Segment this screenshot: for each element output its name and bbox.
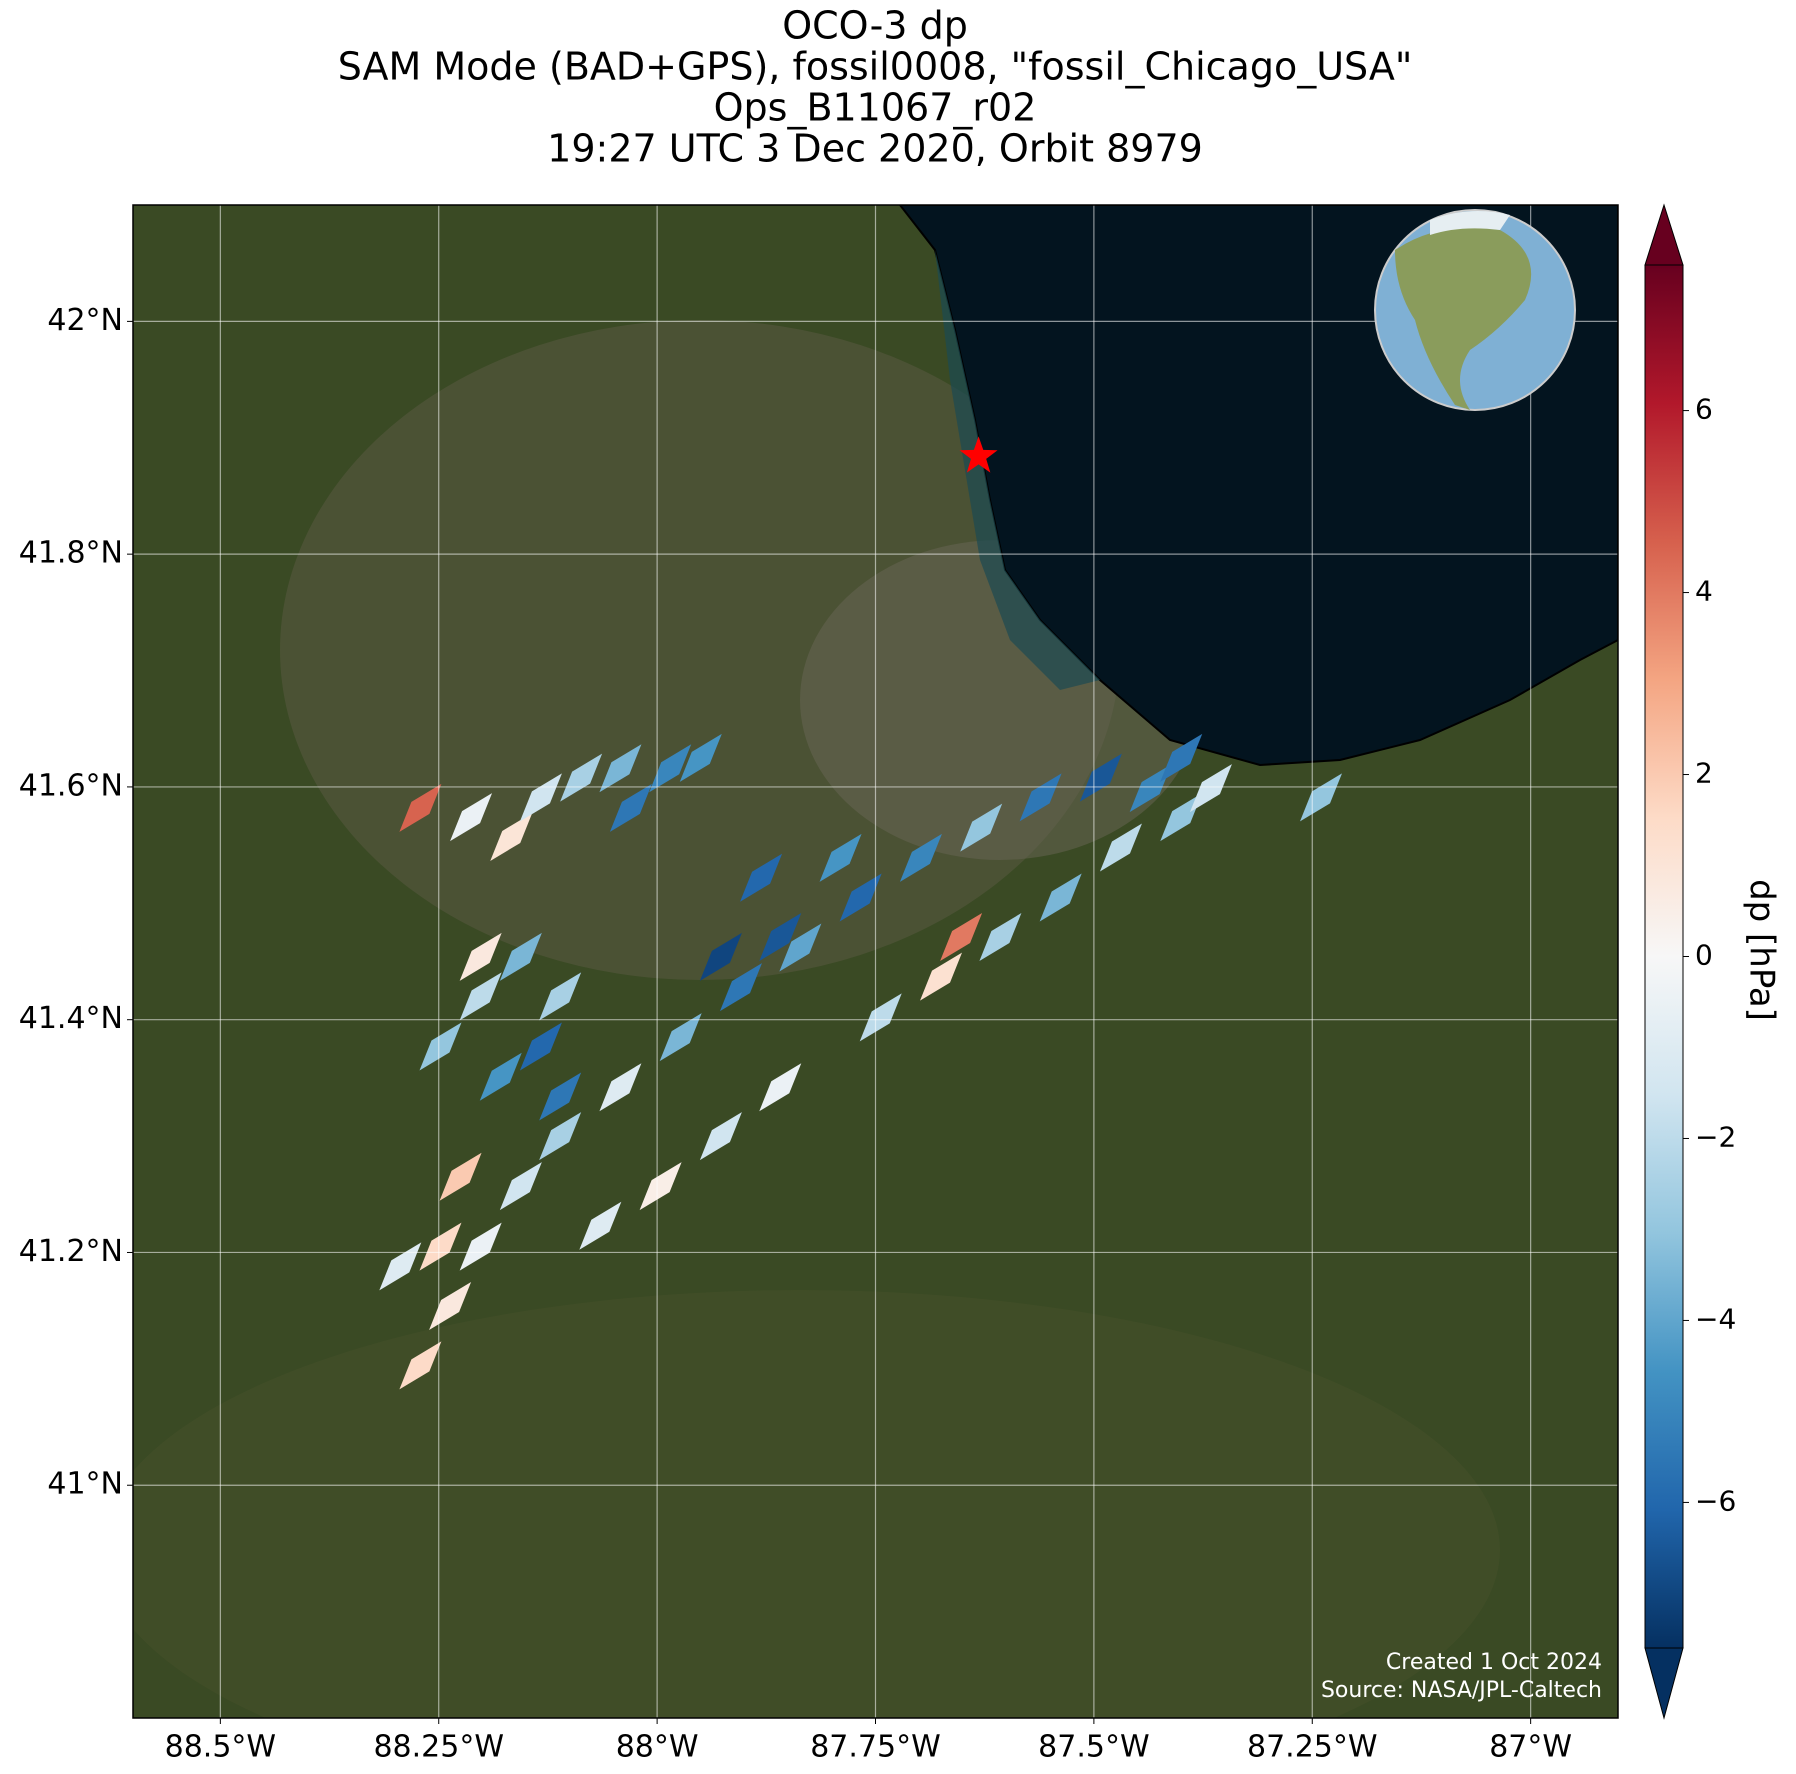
sounding: [419, 1222, 462, 1271]
sounding: [399, 783, 442, 832]
sounding: [439, 1152, 482, 1201]
y-tick-label: 41.6°N: [19, 768, 123, 803]
sounding: [1189, 764, 1232, 813]
y-tick-label: 41.4°N: [19, 1001, 123, 1036]
colorbar-tick-label: 0: [1695, 939, 1713, 972]
sounding: [499, 932, 542, 981]
title-line: SAM Mode (BAD+GPS), fossil0008, "fossil_…: [338, 45, 1413, 89]
y-tick-label: 41°N: [47, 1467, 123, 1502]
sounding: [539, 972, 582, 1021]
globe-ice: [1430, 211, 1510, 235]
sounding: [490, 812, 533, 861]
colorbar-extend: [1644, 203, 1684, 266]
sounding: [719, 963, 762, 1012]
colorbar-tick-label: 6: [1695, 393, 1713, 426]
sounding: [1129, 764, 1172, 813]
sounding: [839, 873, 882, 922]
sounding: [740, 853, 783, 902]
sounding: [519, 1022, 562, 1071]
title-line: OCO-3 dp: [782, 4, 968, 48]
sounding: [1099, 823, 1142, 872]
farmland: [133, 1290, 1500, 1718]
sounding: [379, 1242, 422, 1291]
sounding: [920, 952, 963, 1001]
sounding: [459, 1222, 502, 1271]
sounding: [579, 1201, 622, 1250]
x-tick-label: 88.25°W: [373, 1730, 504, 1765]
x-tick-label: 87°W: [1489, 1730, 1572, 1765]
sounding: [699, 932, 742, 981]
colorbar-tick-label: −2: [1695, 1120, 1736, 1153]
y-tick-label: 42°N: [47, 303, 123, 338]
credit: Created 1 Oct 2024: [1386, 1650, 1602, 1675]
sounding: [399, 1341, 442, 1390]
sounding: [599, 744, 642, 793]
sounding: [759, 1063, 802, 1112]
sounding: [960, 803, 1003, 852]
colorbar-tick-label: −6: [1695, 1484, 1736, 1517]
axes: 88.5°W 88.25°W 88°W 87.75°W 87.5°W 87.25°W 87°…: [19, 303, 1572, 1765]
sounding: [779, 923, 822, 972]
sounding: [859, 993, 902, 1042]
colorbar-label: dp [hPa]: [1742, 879, 1782, 1021]
x-tick-label: 87.5°W: [1038, 1730, 1149, 1765]
sounding: [649, 744, 692, 793]
sounding: [699, 1112, 742, 1161]
sounding: [819, 833, 862, 882]
sounding: [459, 972, 502, 1021]
sounding: [979, 913, 1022, 962]
colorbar: −6 −4 −2 0 2 4 6: [1644, 203, 1736, 1720]
sounding: [429, 1281, 472, 1330]
sounding: [1160, 733, 1203, 782]
colorbar-body: [1644, 264, 1684, 1649]
target-star: [959, 436, 998, 473]
colorbar-tick-label: 4: [1695, 575, 1713, 608]
sounding: [759, 913, 802, 962]
sounding: [450, 793, 493, 842]
colorbar-tick-label: 2: [1695, 757, 1713, 790]
globe-inset: [1374, 209, 1576, 411]
x-tick-label: 87.25°W: [1247, 1730, 1378, 1765]
sounding: [560, 753, 603, 802]
sounding: [499, 1162, 542, 1211]
sounding: [599, 1063, 642, 1112]
sounding: [1019, 773, 1062, 822]
grid: [133, 205, 1618, 1718]
colorbar-extend: [1644, 1647, 1684, 1720]
sounding: [1079, 753, 1122, 802]
x-tick-label: 87.75°W: [810, 1730, 941, 1765]
y-tick-label: 41.8°N: [19, 536, 123, 571]
credit: Source: NASA/JPL-Caltech: [1321, 1678, 1602, 1703]
y-tick-label: 41.2°N: [19, 1234, 123, 1269]
sounding: [1160, 793, 1203, 842]
sounding: [639, 1162, 682, 1211]
sounding: [1300, 773, 1342, 822]
sounding: [419, 1022, 462, 1071]
x-tick-label: 88.5°W: [165, 1730, 276, 1765]
title-line: Ops_B11067_r02: [714, 86, 1037, 130]
sounding: [659, 1013, 702, 1062]
sounding: [899, 833, 942, 882]
sounding: [479, 1052, 522, 1101]
sounding: [679, 733, 722, 782]
sounding: [940, 913, 983, 962]
sounding: [539, 1072, 582, 1121]
soundings: [379, 733, 1342, 1390]
sounding: [459, 932, 502, 981]
map-area: Created 1 Oct 2024 Source: NASA/JPL-Calt…: [133, 205, 1618, 1718]
sounding: [539, 1112, 582, 1161]
x-tick-label: 88°W: [616, 1730, 699, 1765]
globe-land: [1395, 227, 1532, 410]
sounding: [519, 773, 562, 822]
sounding: [609, 783, 652, 832]
sounding: [1039, 873, 1082, 922]
colorbar-tick-label: −4: [1695, 1302, 1736, 1335]
title-line: 19:27 UTC 3 Dec 2020, Orbit 8979: [547, 127, 1203, 171]
